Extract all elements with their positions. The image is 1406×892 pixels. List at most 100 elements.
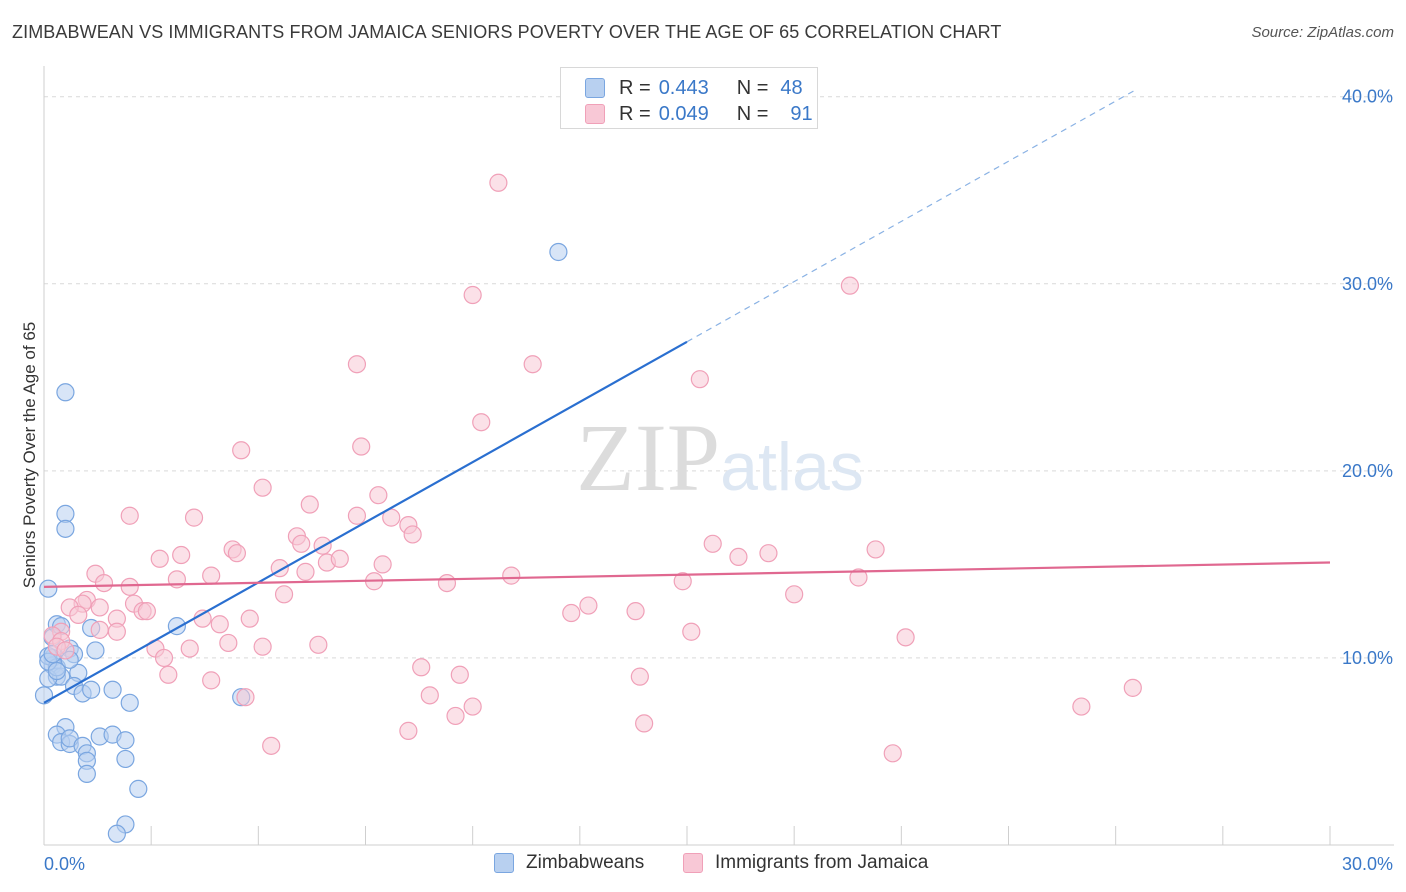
point-jamaica — [849, 568, 868, 587]
point-jamaica — [489, 173, 508, 192]
legend-n-label: N = — [736, 102, 769, 125]
legend-swatch-jamaica — [585, 104, 605, 124]
point-jamaica — [896, 628, 915, 647]
watermark-layer: ZIPatlas — [576, 404, 864, 511]
point-jamaica — [369, 486, 388, 505]
point-jamaica — [523, 355, 542, 374]
point-jamaica — [630, 667, 649, 686]
point-jamaica — [1123, 678, 1142, 697]
point-zimbabweans — [549, 242, 568, 262]
chart-title: ZIMBABWEAN VS IMMIGRANTS FROM JAMAICA SE… — [12, 22, 1002, 42]
x-tick-label: 0.0% — [44, 854, 85, 874]
point-zimbabweans — [103, 680, 122, 699]
point-jamaica — [635, 714, 654, 733]
point-jamaica — [219, 633, 238, 653]
point-jamaica — [202, 671, 221, 690]
point-jamaica — [56, 641, 75, 660]
point-jamaica — [690, 370, 709, 389]
point-jamaica — [502, 566, 521, 585]
point-zimbabweans — [116, 731, 135, 750]
point-jamaica — [673, 572, 692, 591]
point-jamaica — [274, 585, 294, 604]
point-jamaica — [137, 602, 156, 621]
point-jamaica — [107, 622, 126, 641]
trendline-jamaica — [43, 561, 1331, 588]
legend-n-label: N = — [736, 76, 769, 99]
legend-item-jamaica[interactable]: Immigrants from Jamaica — [683, 852, 928, 874]
trendline-zimbabweans-extension — [686, 88, 1138, 343]
point-jamaica — [472, 413, 491, 432]
point-jamaica — [296, 562, 315, 581]
point-zimbabweans — [56, 383, 75, 402]
trendline-zimbabweans — [43, 340, 688, 704]
legend-item-zimbabweans[interactable]: Zimbabweans — [494, 852, 644, 874]
point-jamaica — [120, 506, 139, 525]
y-tick-label: 40.0% — [1342, 87, 1393, 107]
point-jamaica — [682, 622, 701, 641]
trend-layer — [43, 88, 1331, 704]
point-jamaica — [373, 555, 392, 574]
legend-swatch-zimbabweans — [585, 78, 605, 98]
point-jamaica — [866, 540, 885, 559]
point-jamaica — [172, 545, 191, 565]
chart-source: Source: ZipAtlas.com — [1251, 24, 1394, 41]
point-jamaica — [446, 706, 465, 726]
point-jamaica — [309, 635, 328, 654]
point-jamaica — [210, 615, 229, 634]
point-zimbabweans — [120, 693, 139, 712]
point-jamaica — [69, 605, 88, 625]
legend-label-jamaica: Immigrants from Jamaica — [715, 852, 929, 873]
label-layer: 10.0% 20.0% 30.0% 40.0% 0.0% 30.0% — [44, 87, 1393, 874]
legend-row-jamaica: R = 0.049 N = 91 — [585, 102, 813, 126]
point-jamaica — [579, 596, 598, 615]
point-zimbabweans — [39, 579, 58, 598]
point-zimbabweans — [116, 749, 135, 769]
point-jamaica — [90, 620, 109, 639]
point-jamaica — [236, 688, 255, 707]
point-jamaica — [330, 549, 349, 568]
point-zimbabweans — [77, 764, 96, 784]
point-jamaica — [347, 506, 367, 525]
point-jamaica — [437, 573, 457, 593]
legend-row-zimbabweans: R = 0.443 N = 48 — [585, 76, 803, 100]
legend-r-label: R = — [619, 102, 651, 125]
point-jamaica — [120, 577, 139, 596]
point-jamaica — [450, 665, 469, 684]
legend-swatch-jamaica — [683, 853, 703, 873]
legend-n-value: 91 — [790, 102, 813, 125]
point-zimbabweans — [107, 824, 126, 843]
point-jamaica — [703, 534, 722, 553]
point-jamaica — [300, 495, 319, 514]
legend-n-value: 48 — [780, 76, 803, 99]
point-jamaica — [347, 355, 367, 374]
point-jamaica — [729, 547, 748, 567]
y-tick-label: 20.0% — [1342, 461, 1393, 481]
watermark: ZIPatlas — [576, 404, 864, 511]
point-jamaica — [184, 508, 204, 527]
point-jamaica — [785, 585, 804, 604]
point-jamaica — [840, 276, 859, 295]
point-jamaica — [227, 544, 246, 563]
point-jamaica — [202, 566, 221, 585]
point-jamaica — [94, 573, 114, 593]
series-legend: Zimbabweans Immigrants from Jamaica — [0, 852, 1406, 878]
axis-layer — [43, 66, 1394, 846]
legend-r-value: 0.049 — [658, 102, 709, 125]
point-jamaica — [1072, 697, 1091, 716]
point-jamaica — [463, 285, 482, 305]
point-jamaica — [759, 544, 778, 563]
point-jamaica — [253, 637, 272, 656]
point-jamaica — [626, 602, 645, 621]
point-jamaica — [232, 441, 251, 460]
legend-r-value: 0.443 — [658, 76, 709, 99]
point-zimbabweans — [86, 641, 105, 660]
x-tick-label: 30.0% — [1342, 854, 1393, 874]
point-jamaica — [150, 549, 169, 568]
point-jamaica — [403, 525, 422, 544]
point-jamaica — [180, 639, 199, 658]
point-jamaica — [154, 648, 174, 668]
point-jamaica — [240, 609, 259, 628]
y-tick-label: 30.0% — [1342, 274, 1393, 294]
correlation-legend: R = 0.443 N = 48 R = 0.049 N = 91 — [560, 67, 818, 129]
